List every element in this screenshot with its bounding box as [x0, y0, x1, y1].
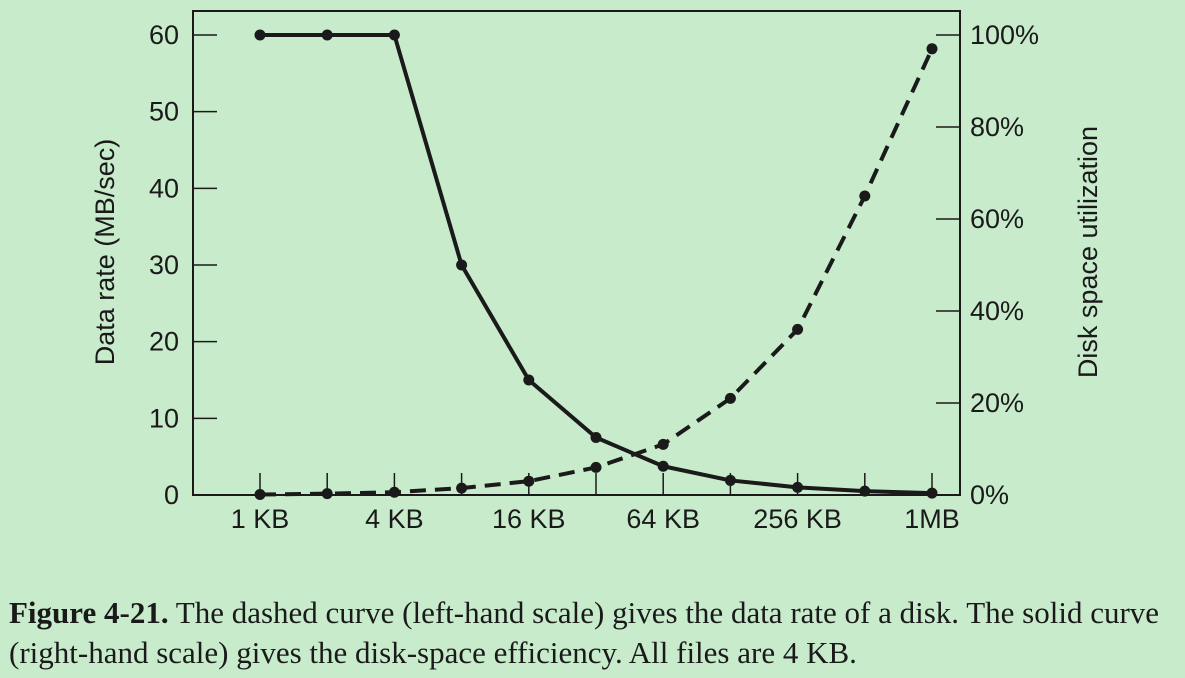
chart: 0 10 20 30 40 50 60 0% 20% 40% 60% 80% 100% 1 KB 4 KB 1… [90, 10, 1103, 534]
solid-series-point [321, 29, 333, 41]
y2-tick-label: 100% [970, 20, 1039, 50]
dashed-series-point [657, 438, 669, 450]
y-tick-label: 30 [149, 250, 179, 280]
dashed-series-line [259, 47, 934, 497]
y2-tick-label: 20% [970, 388, 1024, 418]
x-tick-label: 64 KB [626, 504, 700, 534]
y-tick-label: 40 [149, 173, 179, 203]
solid-series-point [724, 474, 736, 486]
dashed-series-point [254, 489, 266, 501]
chart-ticks: 0 10 20 30 40 50 60 0% 20% 40% 60% 80% 100% 1 KB 4 KB 1… [149, 20, 1039, 534]
y2-tick-label: 80% [970, 112, 1024, 142]
y-tick-label: 20 [149, 327, 179, 357]
plot-frame [192, 10, 961, 496]
dashed-series-point [321, 488, 333, 500]
x-tick-label: 1 KB [231, 504, 290, 534]
dashed-series-point [456, 482, 468, 494]
dashed-series-point [590, 461, 602, 473]
y2-axis-label: Disk space utilization [1073, 126, 1103, 378]
y-axis-label: Data rate (MB/sec) [90, 139, 120, 366]
x-tick-label: 256 KB [753, 504, 842, 534]
solid-series-point [859, 485, 871, 497]
dashed-series-point [859, 190, 871, 202]
y2-tick-label: 0% [970, 480, 1009, 510]
y-tick-label: 60 [149, 20, 179, 50]
y-tick-label: 0 [164, 480, 179, 510]
y2-tick-label: 40% [970, 296, 1024, 326]
dashed-series-point [388, 486, 400, 498]
dashed-series-point [792, 323, 804, 335]
solid-series-point [792, 481, 804, 493]
chart-series [254, 29, 938, 501]
y-tick-label: 10 [149, 403, 179, 433]
y2-tick-label: 60% [970, 204, 1024, 234]
solid-series-point [523, 374, 535, 386]
chart-axes [192, 10, 961, 496]
x-tick-label: 1MB [904, 504, 960, 534]
y-tick-label: 50 [149, 97, 179, 127]
solid-series-point [456, 259, 468, 271]
figure-caption-text: The dashed curve (left-hand scale) gives… [9, 595, 1160, 670]
figure-caption: Figure 4-21. The dashed curve (left-hand… [9, 593, 1179, 673]
solid-series-point [590, 432, 602, 443]
dashed-series-point [724, 392, 736, 404]
figure-label: Figure 4-21. [9, 595, 169, 630]
solid-series-point [657, 460, 669, 472]
x-tick-label: 4 KB [365, 504, 424, 534]
solid-series-point [926, 487, 938, 499]
x-tick-label: 16 KB [492, 504, 566, 534]
solid-series-point [388, 29, 400, 41]
dashed-series-point [523, 475, 535, 487]
dashed-series-point [926, 43, 938, 55]
solid-series-point [254, 29, 266, 41]
